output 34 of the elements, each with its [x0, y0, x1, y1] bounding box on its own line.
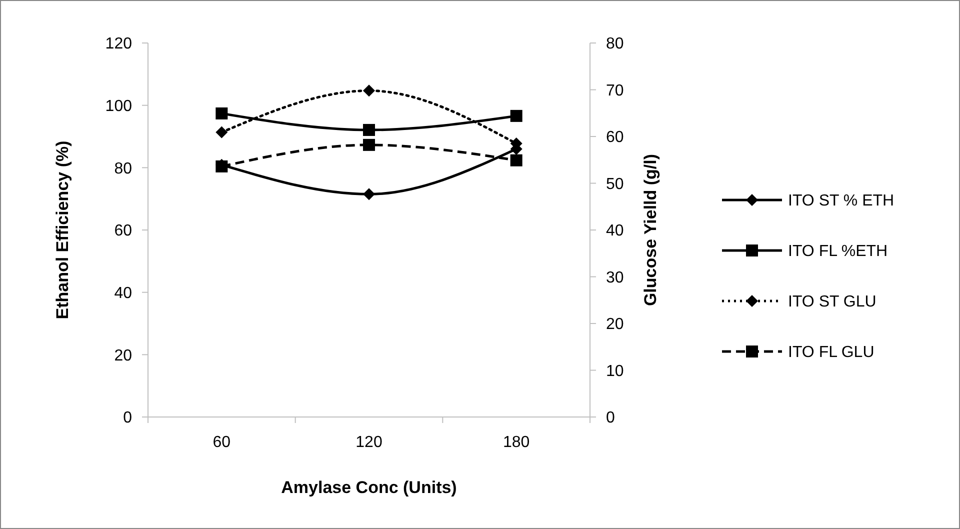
point	[363, 188, 375, 200]
y2-tick-label: 20	[606, 316, 624, 334]
y2-tick-label: 60	[606, 129, 624, 146]
x-axis-title: Amylase Conc (Units)	[281, 478, 457, 497]
y-tick-label: 60	[114, 222, 132, 240]
y2-tick-label: 30	[606, 269, 624, 286]
y2-tick-label: 10	[606, 362, 624, 380]
y2-tick-label: 70	[606, 82, 624, 100]
y-tick-label: 20	[114, 347, 132, 364]
point	[363, 124, 375, 136]
y2-tick-label: 50	[606, 176, 624, 193]
y2-axis-title: Glucose Yielld (g/l)	[641, 154, 660, 306]
y2-tick-label: 40	[606, 222, 624, 240]
y-axis-title: Ethanol Efficiency (%)	[53, 140, 72, 320]
y-tick-label: 80	[114, 160, 132, 178]
point	[216, 126, 228, 138]
legend-label: ITO FL %ETH	[788, 243, 888, 260]
point	[216, 107, 228, 120]
x-tick-label: 120	[356, 434, 382, 451]
y-tick-label: 120	[105, 36, 132, 53]
point	[363, 84, 375, 97]
legend-label: ITO ST % ETH	[788, 192, 894, 210]
legend-label: ITO FL GLU	[788, 344, 874, 362]
x-tick-label: 180	[502, 434, 530, 451]
y2-tick-label: 80	[606, 36, 624, 53]
y-tick-label: 40	[114, 284, 132, 302]
legend-label: ITO ST GLU	[788, 294, 876, 311]
y2-tick-label: 0	[606, 410, 615, 427]
point	[363, 138, 375, 151]
point	[510, 110, 522, 122]
y-tick-label: 0	[123, 410, 132, 427]
y-tick-label: 100	[105, 98, 132, 115]
point	[510, 154, 522, 166]
x-tick-label: 60	[212, 434, 231, 451]
